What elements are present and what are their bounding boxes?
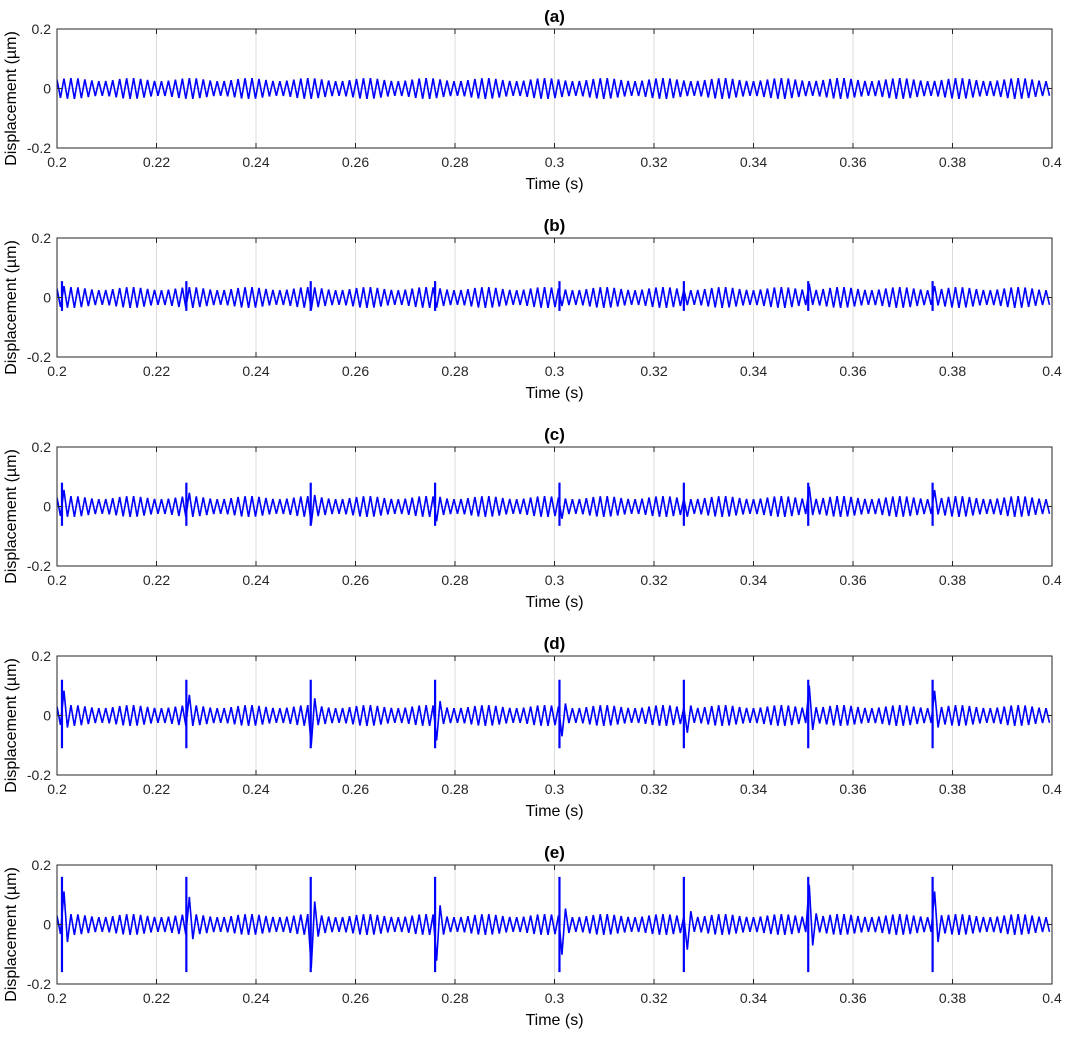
x-tick-label: 0.34: [740, 363, 767, 379]
x-tick-label: 0.4: [1042, 781, 1062, 797]
x-tick-label: 0.24: [242, 572, 269, 588]
x-tick-label: 0.38: [939, 154, 966, 170]
x-tick-label: 0.22: [143, 781, 170, 797]
panel-title: (c): [544, 425, 565, 444]
x-tick-label: 0.34: [740, 781, 767, 797]
x-tick-label: 0.38: [939, 363, 966, 379]
signal-line: [57, 884, 1051, 969]
x-tick-label: 0.24: [242, 363, 269, 379]
y-tick-label: 0.2: [32, 230, 52, 246]
x-tick-label: 0.26: [342, 990, 369, 1006]
x-tick-label: 0.32: [640, 781, 667, 797]
y-tick-label: 0.2: [32, 439, 52, 455]
x-tick-label: 0.36: [839, 363, 866, 379]
x-tick-label: 0.26: [342, 154, 369, 170]
x-tick-label: 0.22: [143, 154, 170, 170]
y-tick-label: -0.2: [27, 349, 51, 365]
y-axis-label: Displacement (µm): [3, 658, 20, 793]
panel-title: (e): [544, 843, 565, 862]
y-tick-label: -0.2: [27, 767, 51, 783]
panel-a: 0.2 0.22 0.24 0.26 0.28 0.3 0.32 0.34 0.36 0.38 0.…: [3, 7, 1062, 193]
y-tick-label: -0.2: [27, 558, 51, 574]
x-tick-label: 0.22: [143, 363, 170, 379]
y-axis-label: Displacement (µm): [3, 240, 20, 375]
y-axis-label: Displacement (µm): [3, 31, 20, 166]
x-tick-label: 0.38: [939, 990, 966, 1006]
x-tick-label: 0.2: [47, 781, 67, 797]
x-tick-label: 0.24: [242, 154, 269, 170]
x-tick-label: 0.2: [47, 572, 67, 588]
x-tick-label: 0.24: [242, 781, 269, 797]
panel-title: (d): [544, 634, 566, 653]
x-tick-label: 0.32: [640, 154, 667, 170]
y-axis-label: Displacement (µm): [3, 867, 20, 1002]
x-tick-label: 0.22: [143, 990, 170, 1006]
x-tick-label: 0.34: [740, 572, 767, 588]
x-tick-label: 0.4: [1042, 572, 1062, 588]
x-tick-label: 0.4: [1042, 990, 1062, 1006]
panel-title: (a): [544, 7, 565, 26]
y-tick-label: 0: [43, 708, 51, 724]
signal-line: [57, 685, 1051, 746]
y-tick-label: 0.2: [32, 648, 52, 664]
y-tick-label: 0: [43, 499, 51, 515]
y-tick-label: 0: [43, 81, 51, 97]
x-tick-label: 0.26: [342, 781, 369, 797]
panel-d: 0.2 0.22 0.24 0.26 0.28 0.3 0.32 0.34 0.36 0.38 0.…: [3, 634, 1062, 820]
x-axis-label: Time (s): [525, 385, 583, 402]
x-tick-label: 0.28: [441, 990, 468, 1006]
x-tick-label: 0.36: [839, 990, 866, 1006]
x-tick-label: 0.3: [545, 363, 565, 379]
x-axis-label: Time (s): [525, 594, 583, 611]
panel-e: 0.2 0.22 0.24 0.26 0.28 0.3 0.32 0.34 0.36 0.38 0.…: [3, 843, 1062, 1029]
x-tick-label: 0.4: [1042, 154, 1062, 170]
x-tick-label: 0.26: [342, 572, 369, 588]
signal-line: [57, 77, 1051, 100]
x-tick-label: 0.3: [545, 781, 565, 797]
panel-c: 0.2 0.22 0.24 0.26 0.28 0.3 0.32 0.34 0.36 0.38 0.…: [3, 425, 1062, 611]
x-tick-label: 0.34: [740, 990, 767, 1006]
panel-b: 0.2 0.22 0.24 0.26 0.28 0.3 0.32 0.34 0.36 0.38 0.…: [3, 216, 1062, 402]
x-tick-label: 0.36: [839, 154, 866, 170]
signal-line: [57, 486, 1051, 525]
x-tick-label: 0.38: [939, 572, 966, 588]
x-tick-label: 0.28: [441, 154, 468, 170]
y-tick-label: 0.2: [32, 21, 52, 37]
y-tick-label: -0.2: [27, 976, 51, 992]
x-tick-label: 0.2: [47, 990, 67, 1006]
x-tick-label: 0.3: [545, 990, 565, 1006]
x-tick-label: 0.28: [441, 781, 468, 797]
x-tick-label: 0.2: [47, 154, 67, 170]
x-tick-label: 0.38: [939, 781, 966, 797]
x-tick-label: 0.32: [640, 363, 667, 379]
x-tick-label: 0.24: [242, 990, 269, 1006]
y-axis-label: Displacement (µm): [3, 449, 20, 584]
x-tick-label: 0.36: [839, 572, 866, 588]
x-tick-label: 0.32: [640, 990, 667, 1006]
x-axis-label: Time (s): [525, 1012, 583, 1029]
x-tick-label: 0.22: [143, 572, 170, 588]
x-tick-label: 0.4: [1042, 363, 1062, 379]
y-tick-label: 0.2: [32, 857, 52, 873]
x-tick-label: 0.28: [441, 363, 468, 379]
x-tick-label: 0.34: [740, 154, 767, 170]
x-tick-label: 0.3: [545, 154, 565, 170]
y-tick-label: -0.2: [27, 140, 51, 156]
x-tick-label: 0.28: [441, 572, 468, 588]
x-axis-label: Time (s): [525, 176, 583, 193]
x-tick-label: 0.36: [839, 781, 866, 797]
x-axis-label: Time (s): [525, 803, 583, 820]
y-tick-label: 0: [43, 290, 51, 306]
y-tick-label: 0: [43, 917, 51, 933]
x-tick-label: 0.2: [47, 363, 67, 379]
x-tick-label: 0.3: [545, 572, 565, 588]
signal-line: [57, 283, 1051, 310]
panel-title: (b): [544, 216, 566, 235]
x-tick-label: 0.26: [342, 363, 369, 379]
x-tick-label: 0.32: [640, 572, 667, 588]
